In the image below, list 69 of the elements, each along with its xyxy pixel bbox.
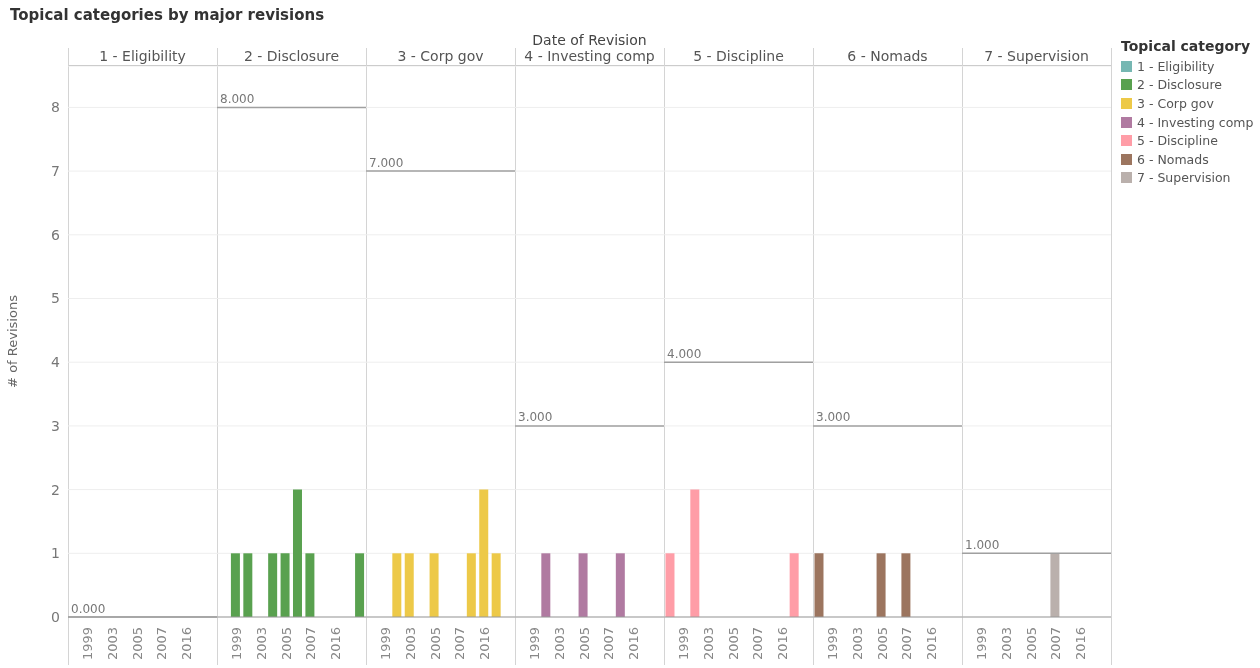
y-tick-label: 7 (51, 163, 60, 180)
x-tick-label: 2016 (924, 627, 940, 661)
ref-line-label: 4.000 (667, 346, 702, 361)
legend-label: 5 - Discipline (1137, 133, 1218, 149)
legend-label: 1 - Eligibility (1137, 58, 1215, 74)
x-tick-label: 2007 (750, 627, 766, 661)
chart-title: 4 - Investing comp (515, 48, 664, 66)
x-tick-label: 1999 (228, 627, 244, 661)
y-tick-label: 1 (51, 545, 60, 562)
chart-title: 6 - Nomads (813, 48, 962, 66)
x-tick-label: 2003 (253, 627, 269, 661)
y-tick-label: 8 (51, 99, 60, 116)
ref-line-label: 3.000 (518, 410, 553, 425)
y-tick-label: 5 (51, 290, 60, 307)
x-tick-label: 2005 (874, 627, 890, 661)
x-tick-label: 1999 (79, 627, 95, 661)
x-tick-label: 2016 (179, 627, 195, 661)
x-tick-label: 2016 (328, 627, 344, 661)
y-tick-label: 3 (51, 417, 60, 434)
y-axis-title: # of Revisions (4, 294, 20, 388)
y-tick-label: 2 (51, 481, 60, 498)
x-tick-label: 2007 (601, 627, 617, 661)
chart-title: 7 - Supervision (962, 48, 1111, 66)
x-tick-label: 2016 (1073, 627, 1089, 661)
x-tick-label: 2003 (104, 627, 120, 661)
legend-label: 4 - Investing comp (1137, 114, 1254, 130)
y-tick-label: 4 (51, 354, 61, 371)
ref-line-label: 1.000 (965, 537, 1000, 552)
y-tick-label: 0 (51, 608, 60, 625)
legend-label: 6 - Nomads (1137, 151, 1209, 167)
x-tick-label: 1999 (526, 627, 542, 661)
chart-title: 1 - Eligibility (68, 48, 217, 66)
x-tick-label: 2007 (154, 627, 170, 661)
x-tick-label: 2007 (899, 627, 915, 661)
chart-title: 3 - Corp gov (366, 48, 515, 66)
x-tick-label: 2005 (278, 627, 294, 661)
x-tick-label: 2005 (1023, 627, 1039, 661)
x-tick-label: 2003 (551, 627, 567, 661)
x-tick-label: 2007 (303, 627, 319, 661)
ref-line-label: 8.000 (220, 91, 255, 106)
legend-label: 3 - Corp gov (1137, 95, 1214, 111)
ref-line-label: 7.000 (369, 155, 404, 170)
x-tick-label: 1999 (973, 627, 989, 661)
legend-label: 7 - Supervision (1137, 170, 1231, 186)
y-tick-label: 6 (51, 226, 61, 243)
x-tick-label: 2007 (1048, 627, 1064, 661)
x-tick-label: 2005 (129, 627, 145, 661)
x-tick-label: 2003 (700, 627, 716, 661)
x-tick-label: 2005 (576, 627, 592, 661)
legend-label: 2 - Disclosure (1137, 77, 1223, 93)
x-axis-title: Date of Revision (531, 32, 648, 48)
x-tick-label: 2007 (452, 627, 468, 661)
x-tick-label: 2003 (402, 627, 418, 661)
chart-title: 2 - Disclosure (217, 48, 366, 66)
text: Topical categories by major revisions (10, 6, 325, 24)
x-tick-label: 2016 (477, 627, 493, 661)
x-tick-label: 2005 (427, 627, 443, 661)
x-tick-label: 2016 (626, 627, 642, 661)
x-tick-label: 1999 (377, 627, 393, 661)
ref-line-label: 3.000 (816, 410, 851, 425)
legend-title: Topical category (1121, 38, 1252, 54)
x-tick-label: 1999 (675, 627, 691, 661)
x-tick-label: 2003 (998, 627, 1014, 661)
x-tick-label: 2003 (849, 627, 865, 661)
x-tick-label: 1999 (824, 627, 840, 661)
x-tick-label: 2016 (775, 627, 791, 661)
x-tick-label: 2005 (725, 627, 741, 661)
ref-line-label: 0.000 (71, 601, 106, 616)
chart-title: 5 - Discipline (664, 48, 813, 66)
